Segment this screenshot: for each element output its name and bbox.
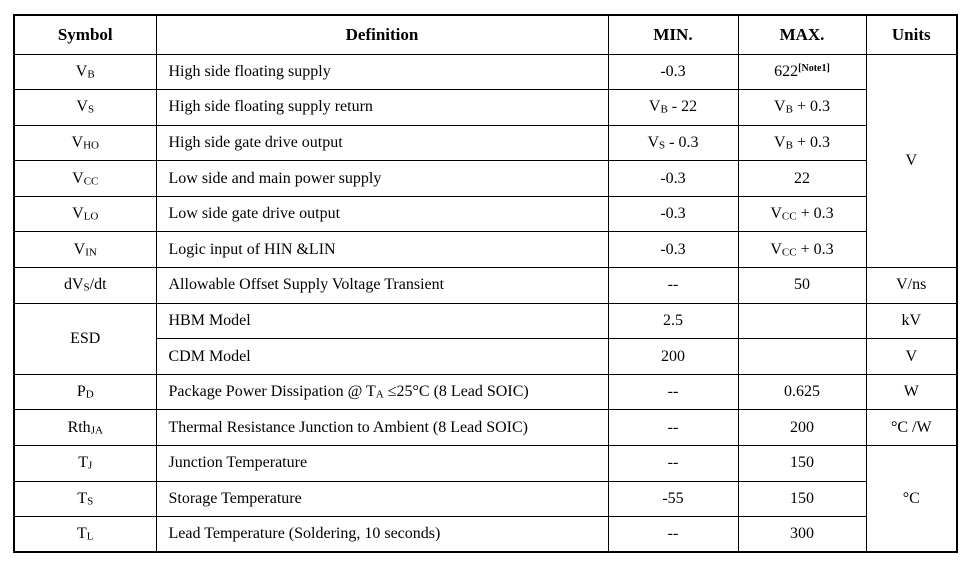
symbol-cell: VB <box>13 53 157 91</box>
definition-cell: CDM Model <box>155 338 609 375</box>
units-cell: V/ns <box>865 267 958 304</box>
max-cell <box>737 338 867 375</box>
table-row: TL Lead Temperature (Soldering, 10 secon… <box>13 516 957 553</box>
definition-cell: Package Power Dissipation @ TA ≤25°C (8 … <box>155 373 609 411</box>
header-units: Units <box>865 14 958 55</box>
table-row: CDM Model 200 V <box>14 338 958 375</box>
table-row: VS High side floating supply return VB -… <box>13 89 957 126</box>
min-cell: -0.3 <box>607 160 739 197</box>
symbol-cell: VLO <box>13 195 157 233</box>
units-cell: °C <box>865 445 958 553</box>
table-row: VIN Logic input of HIN &LIN -0.3 VCC + 0… <box>13 231 957 269</box>
table-row: PD Package Power Dissipation @ TA ≤25°C … <box>13 373 958 411</box>
table-row: ESD HBM Model 2.5 kV <box>13 302 958 375</box>
header-min: MIN. <box>607 14 739 55</box>
symbol-cell: VHO <box>13 124 157 162</box>
units-cell: kV <box>865 302 958 340</box>
definition-cell: High side floating supply <box>155 53 609 91</box>
symbol-cell: TS <box>13 480 157 518</box>
max-cell: 622[Note1] <box>737 53 867 91</box>
min-cell: -- <box>607 516 739 553</box>
units-cell: V <box>865 53 958 269</box>
definition-cell: Lead Temperature (Soldering, 10 seconds) <box>155 516 609 553</box>
table-row: TS Storage Temperature -55 150 <box>13 480 957 518</box>
min-cell: -- <box>607 373 739 411</box>
max-cell: 50 <box>737 267 867 304</box>
min-cell: -- <box>607 409 739 447</box>
definition-cell: Junction Temperature <box>155 445 609 482</box>
symbol-cell: ESD <box>13 302 157 375</box>
max-cell <box>737 302 867 340</box>
definition-cell: Thermal Resistance Junction to Ambient (… <box>155 409 609 447</box>
symbol-cell: VIN <box>13 231 157 269</box>
table-row: VCC Low side and main power supply -0.3 … <box>13 160 957 197</box>
definition-cell: High side floating supply return <box>155 89 609 126</box>
table-row: VLO Low side gate drive output -0.3 VCC … <box>13 195 957 233</box>
max-cell: 200 <box>737 409 867 447</box>
definition-cell: HBM Model <box>155 302 609 340</box>
symbol-cell: PD <box>13 373 157 411</box>
table-row: VHO High side gate drive output VS - 0.3… <box>13 124 957 162</box>
units-cell: V <box>865 338 958 375</box>
min-cell: VS - 0.3 <box>607 124 739 162</box>
min-cell: 2.5 <box>607 302 739 340</box>
definition-cell: Allowable Offset Supply Voltage Transien… <box>155 267 609 304</box>
symbol-cell: dVS/dt <box>13 267 157 304</box>
min-cell: VB - 22 <box>607 89 739 126</box>
symbol-cell: VCC <box>13 160 157 197</box>
min-cell: 200 <box>607 338 739 375</box>
max-cell: 22 <box>737 160 867 197</box>
min-cell: -0.3 <box>607 53 739 91</box>
max-cell: VCC + 0.3 <box>737 231 867 269</box>
header-row: Symbol Definition MIN. MAX. Units <box>13 14 958 55</box>
definition-cell: High side gate drive output <box>155 124 609 162</box>
table-row: RthJA Thermal Resistance Junction to Amb… <box>13 409 958 447</box>
min-cell: -- <box>607 445 739 482</box>
header-max: MAX. <box>737 14 867 55</box>
max-cell: 0.625 <box>737 373 867 411</box>
header-symbol: Symbol <box>13 14 157 55</box>
symbol-cell: TL <box>13 516 157 553</box>
max-cell: 150 <box>737 480 867 518</box>
units-cell: °C /W <box>865 409 958 447</box>
symbol-cell: RthJA <box>13 409 157 447</box>
header-definition: Definition <box>155 14 609 55</box>
absolute-maximum-ratings-table: Symbol Definition MIN. MAX. Units VB Hig… <box>13 14 958 554</box>
table-row: dVS/dt Allowable Offset Supply Voltage T… <box>13 267 958 304</box>
max-cell: VCC + 0.3 <box>737 195 867 233</box>
definition-cell: Storage Temperature <box>155 480 609 518</box>
max-cell: 300 <box>737 516 867 553</box>
symbol-cell: VS <box>13 89 157 126</box>
min-cell: -0.3 <box>607 195 739 233</box>
table-row: TJ Junction Temperature -- 150 °C <box>13 445 958 553</box>
max-cell: 150 <box>737 445 867 482</box>
symbol-cell: TJ <box>13 445 157 482</box>
max-cell: VB + 0.3 <box>737 124 867 162</box>
definition-cell: Logic input of HIN &LIN <box>155 231 609 269</box>
min-cell: -- <box>607 267 739 304</box>
min-cell: -0.3 <box>607 231 739 269</box>
min-cell: -55 <box>607 480 739 518</box>
definition-cell: Low side gate drive output <box>155 195 609 233</box>
table-row: VB High side floating supply -0.3 622[No… <box>13 53 958 269</box>
max-cell: VB + 0.3 <box>737 89 867 126</box>
units-cell: W <box>865 373 958 411</box>
definition-cell: Low side and main power supply <box>155 160 609 197</box>
